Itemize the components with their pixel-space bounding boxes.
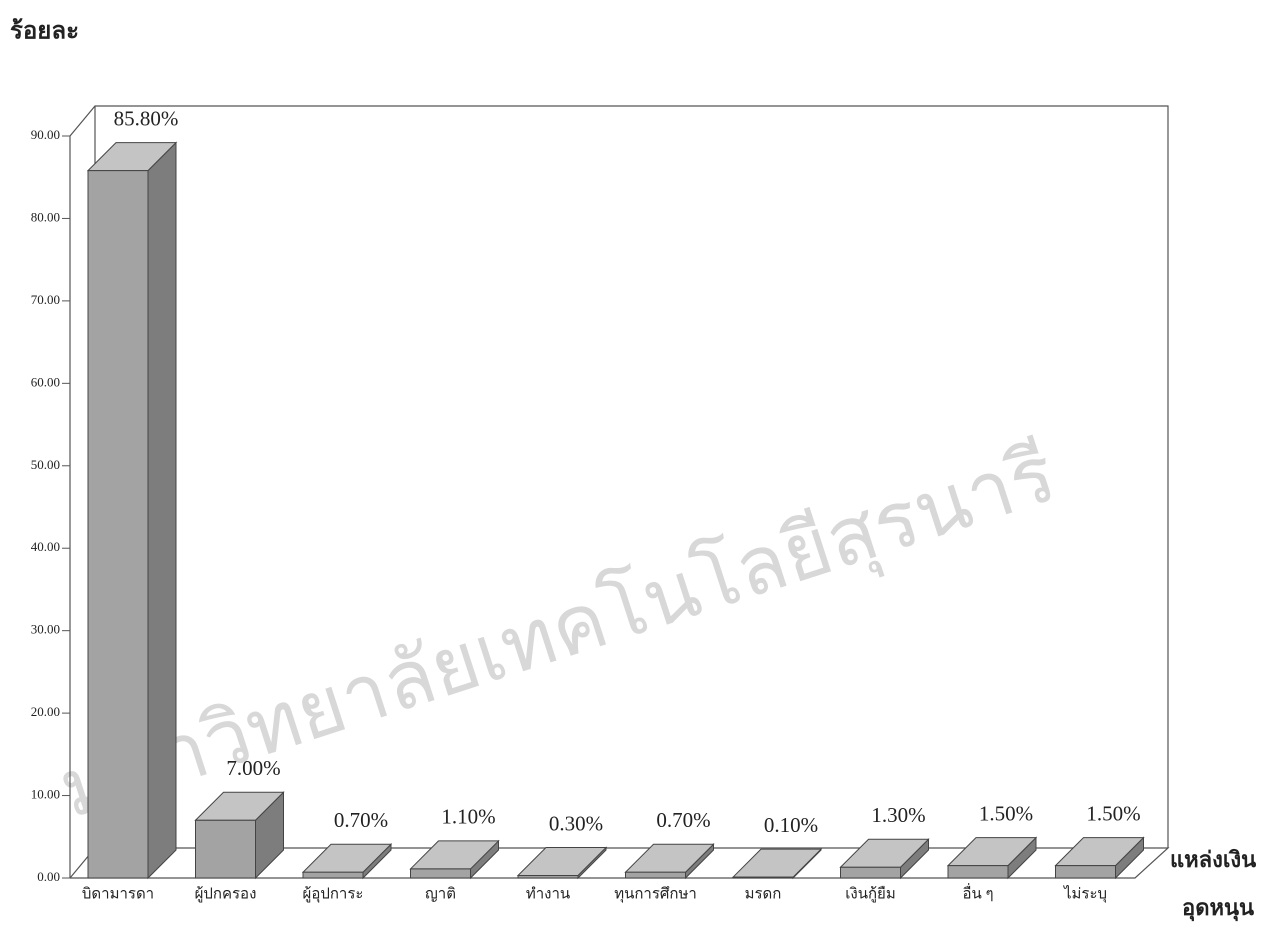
bar-side	[147, 141, 177, 880]
value-label: 0.70%	[656, 808, 710, 832]
value-label: 1.50%	[1086, 801, 1140, 825]
value-label: 7.00%	[226, 756, 280, 780]
y-tick-label: 0.00	[37, 869, 60, 884]
bar	[302, 871, 364, 879]
watermark: มหาวิทยาลัยเทคโนโลยีสุรนารี	[48, 427, 1066, 838]
x-tick-label: บิดามารดา	[82, 885, 154, 902]
x-axis-title: อุดหนุน	[1182, 895, 1254, 922]
y-tick-label: 60.00	[31, 374, 60, 389]
bar	[195, 819, 256, 879]
y-tick-label: 70.00	[31, 292, 60, 307]
x-tick-label: ผู้อุปการะ	[303, 885, 364, 903]
bar	[732, 876, 794, 879]
x-tick-label: มรดก	[745, 886, 782, 902]
x-tick-label: เงินกู้ยืม	[845, 885, 895, 902]
bar	[87, 170, 149, 879]
value-label: 0.30%	[549, 811, 603, 835]
value-label: 1.30%	[871, 803, 925, 827]
y-tick-label: 80.00	[31, 209, 60, 224]
x-tick-label: ผู้ปกครอง	[195, 885, 257, 902]
bar	[517, 875, 579, 879]
y-tick-label: 40.00	[31, 539, 60, 554]
bar	[1055, 865, 1116, 879]
y-tick-label: 20.00	[31, 704, 60, 719]
x-tick-label: ทุนการศึกษา	[614, 885, 697, 903]
x-tick-label: อื่น ๆ	[962, 882, 993, 902]
y-tick-label: 50.00	[31, 457, 60, 472]
y-tick-label: 30.00	[31, 622, 60, 637]
x-axis-title: แหล่งเงิน	[1170, 847, 1256, 872]
x-tick-label: ไม่ระบุ	[1063, 884, 1107, 903]
value-label: 0.70%	[334, 808, 388, 832]
bar	[625, 871, 686, 879]
y-tick-label: 90.00	[31, 127, 60, 142]
bar	[410, 868, 471, 879]
value-label: 1.10%	[441, 805, 495, 829]
value-label: 85.80%	[114, 106, 179, 130]
bar	[947, 865, 1009, 879]
y-tick-label: 10.00	[31, 787, 60, 802]
value-label: 1.50%	[979, 801, 1033, 825]
y-axis-title: ร้อยละ	[10, 18, 79, 45]
x-tick-label: ทำงาน	[526, 885, 570, 902]
value-label: 0.10%	[764, 813, 818, 837]
bar	[840, 866, 901, 879]
x-tick-label: ญาติ	[425, 885, 456, 902]
